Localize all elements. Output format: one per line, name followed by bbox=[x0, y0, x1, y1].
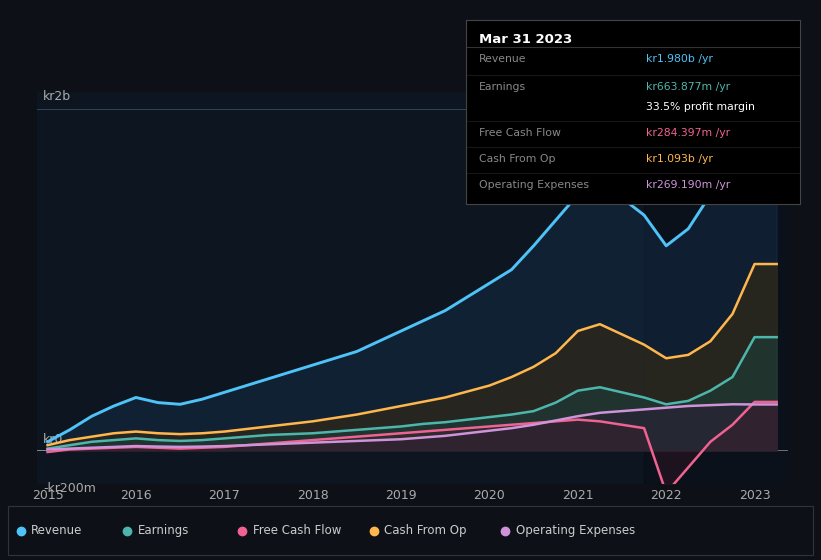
Text: Revenue: Revenue bbox=[31, 524, 83, 537]
Text: kr269.190m /yr: kr269.190m /yr bbox=[646, 180, 731, 190]
Text: Free Cash Flow: Free Cash Flow bbox=[479, 128, 561, 138]
Text: -kr200m: -kr200m bbox=[44, 483, 96, 496]
Bar bbox=[644, 92, 788, 484]
Text: Free Cash Flow: Free Cash Flow bbox=[253, 524, 342, 537]
Text: kr284.397m /yr: kr284.397m /yr bbox=[646, 128, 731, 138]
Text: Earnings: Earnings bbox=[138, 524, 190, 537]
Text: kr663.877m /yr: kr663.877m /yr bbox=[646, 82, 731, 92]
Text: Operating Expenses: Operating Expenses bbox=[516, 524, 635, 537]
Text: Cash From Op: Cash From Op bbox=[384, 524, 466, 537]
Text: Revenue: Revenue bbox=[479, 54, 526, 64]
Text: Mar 31 2023: Mar 31 2023 bbox=[479, 34, 572, 46]
Text: Cash From Op: Cash From Op bbox=[479, 154, 555, 164]
Text: kr1.093b /yr: kr1.093b /yr bbox=[646, 154, 713, 164]
Text: kr0: kr0 bbox=[44, 433, 63, 446]
Text: Operating Expenses: Operating Expenses bbox=[479, 180, 589, 190]
Text: Earnings: Earnings bbox=[479, 82, 526, 92]
Text: kr1.980b /yr: kr1.980b /yr bbox=[646, 54, 713, 64]
Text: 33.5% profit margin: 33.5% profit margin bbox=[646, 102, 755, 113]
Text: kr2b: kr2b bbox=[44, 91, 71, 104]
